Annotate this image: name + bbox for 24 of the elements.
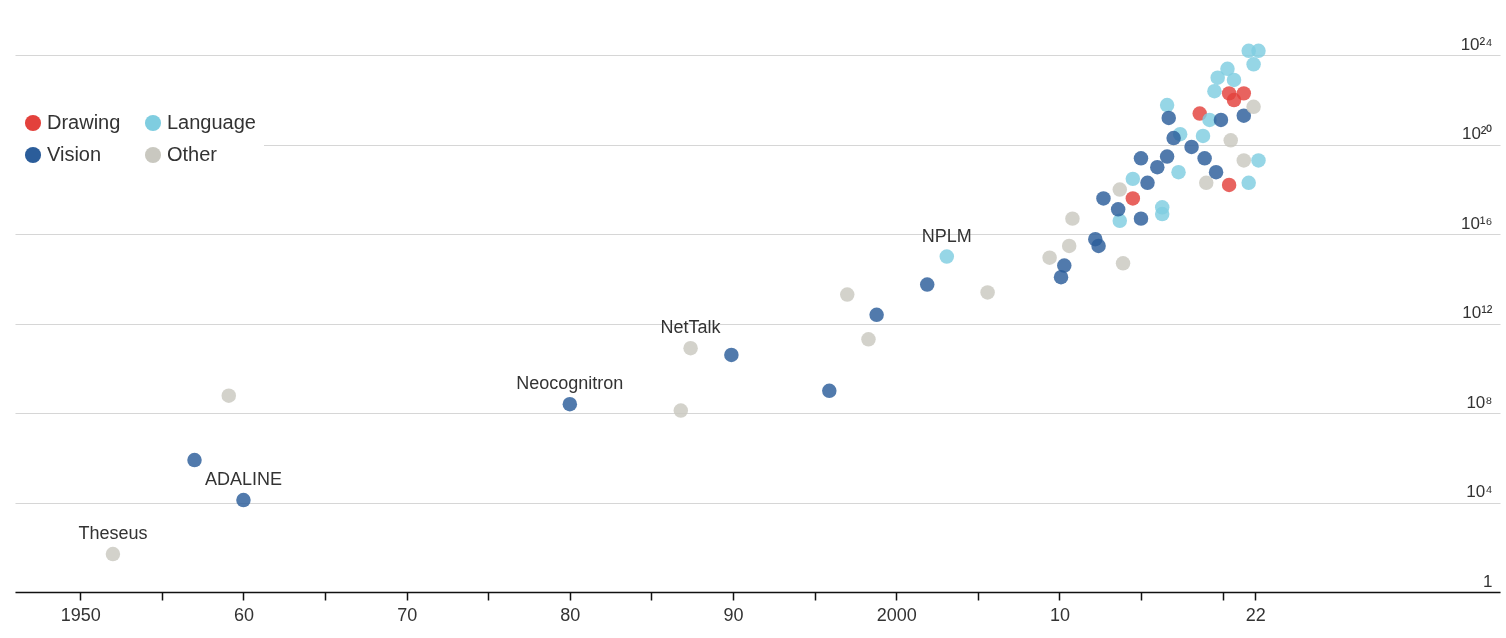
- y-tick-label: 1: [1483, 571, 1493, 591]
- annotation: Neocognitron: [516, 373, 624, 394]
- y-tick-label: 10⁴: [1466, 482, 1493, 502]
- y-tick-label: 10²⁰: [1461, 124, 1493, 144]
- legend-label: Other: [167, 143, 218, 165]
- x-tick-label: 22: [1245, 604, 1266, 625]
- y-tick-label: 10¹⁶: [1460, 213, 1493, 233]
- legend-label: Drawing: [47, 111, 121, 133]
- y-tick-label: 10¹²: [1462, 303, 1493, 323]
- annotation: ADALINE: [204, 469, 282, 490]
- annotation: Theseus: [78, 523, 148, 544]
- x-tick-label: 70: [397, 604, 418, 625]
- y-tick-label: 10²⁴: [1460, 34, 1493, 54]
- x-tick-label: 1950: [60, 604, 101, 625]
- y-tick-label: 10⁸: [1466, 392, 1493, 412]
- legend-label: Vision: [47, 143, 102, 165]
- legend-label: Language: [167, 111, 256, 133]
- annotation: NPLM: [921, 225, 972, 246]
- x-tick-label: 2000: [876, 604, 917, 625]
- annotation: NetTalk: [660, 317, 722, 338]
- x-tick-label: 10: [1049, 604, 1070, 625]
- x-tick-label: 90: [723, 604, 744, 625]
- x-tick-label: 60: [233, 604, 254, 625]
- x-tick-label: 80: [560, 604, 581, 625]
